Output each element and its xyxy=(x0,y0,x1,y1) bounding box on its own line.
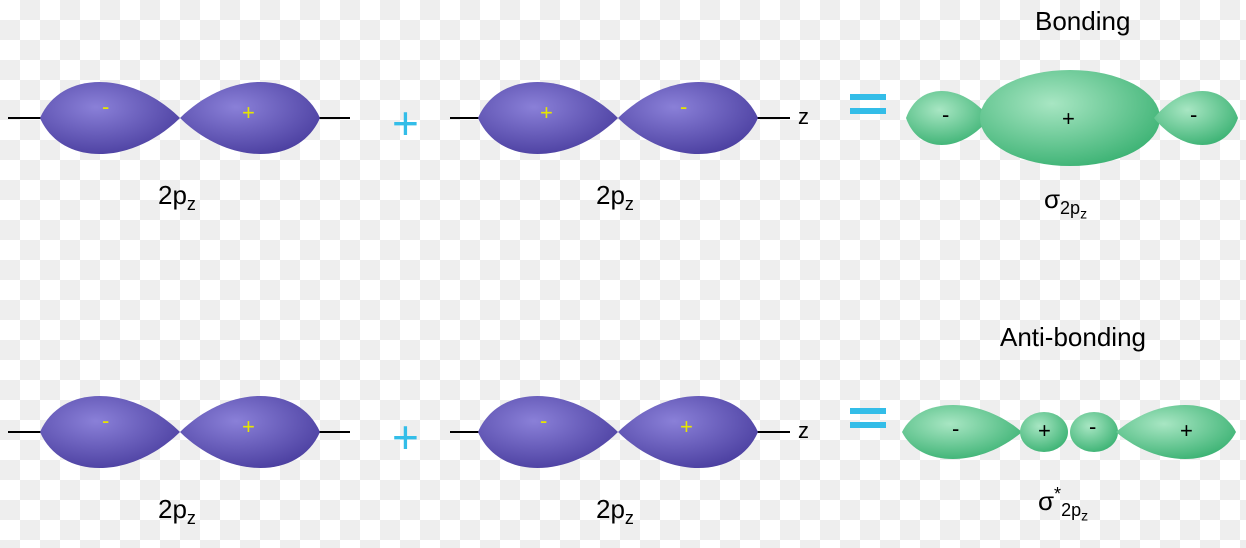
row-1-z-label: z xyxy=(798,418,809,444)
row-0-left-lobeL-sign: - xyxy=(102,94,109,119)
row-0-right-label: 2pz xyxy=(596,180,634,215)
row-0-left-lobeL xyxy=(40,82,180,154)
row-1-right-lobeR-sign: + xyxy=(680,414,693,439)
row-1-right-label: 2pz xyxy=(596,494,634,529)
row-0-plus-op: + xyxy=(392,96,419,150)
row-1-result-lobe-3-sign: + xyxy=(1180,418,1193,443)
row-1-result-lobe-3 xyxy=(1116,405,1236,459)
row-0-result-lobe-2-sign: - xyxy=(1190,102,1197,127)
row-1-result-lobe-1-sign: + xyxy=(1038,418,1051,443)
row-1-result-lobe-0 xyxy=(902,405,1022,459)
row-1-result-label: σ*2pz xyxy=(1038,486,1088,524)
row-1-result-lobe-0-sign: - xyxy=(952,416,959,441)
row-0-result-label: σ2pz xyxy=(1044,184,1087,222)
row-0-z-label: z xyxy=(798,104,809,130)
row-1-result-lobe-2-sign: - xyxy=(1089,414,1096,439)
row-0-right-lobeR-sign: - xyxy=(680,94,687,119)
row-0-right-lobeR xyxy=(618,82,758,154)
row-1-left-lobeR-sign: + xyxy=(242,414,255,439)
row-1-left-lobeL xyxy=(40,396,180,468)
row-1-equals-bot xyxy=(850,422,886,428)
row-1-left-lobeL-sign: - xyxy=(102,408,109,433)
row-0-left-label: 2pz xyxy=(158,180,196,215)
row-0-equals-bot xyxy=(850,108,886,114)
row-1-left-label: 2pz xyxy=(158,494,196,529)
row-0-result-lobe-0-sign: - xyxy=(942,102,949,127)
row-0-title: Bonding xyxy=(1035,6,1130,37)
row-1-right-lobeL xyxy=(478,396,618,468)
orbital-diagram: - + + - - + - - + - + - + - + xyxy=(0,0,1246,548)
row-0-result-lobe-1-sign: + xyxy=(1062,106,1075,131)
row-0-equals-top xyxy=(850,94,886,100)
row-1-equals-top xyxy=(850,408,886,414)
row-0-right-lobeL-sign: + xyxy=(540,100,553,125)
row-1-right-lobeL-sign: - xyxy=(540,408,547,433)
row-0-left-lobeR-sign: + xyxy=(242,100,255,125)
row-1-title: Anti-bonding xyxy=(1000,322,1146,353)
row-1-plus-op: + xyxy=(392,410,419,464)
